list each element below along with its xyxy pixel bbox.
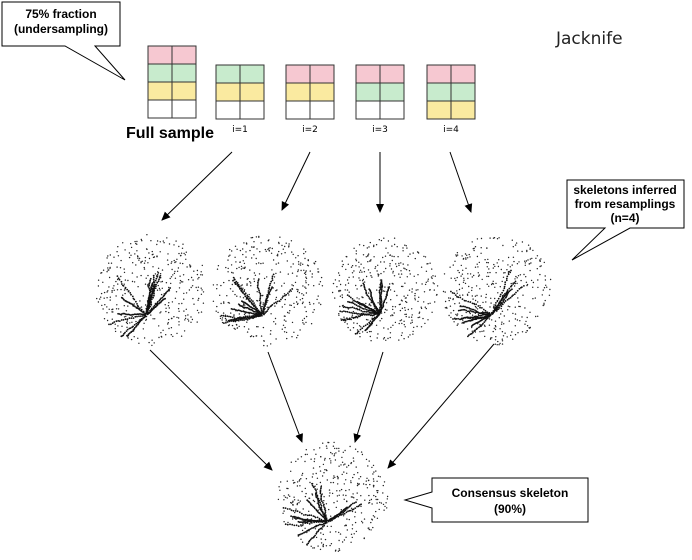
table-cell bbox=[426, 64, 452, 84]
table-cell bbox=[285, 82, 311, 102]
arrow-s4 bbox=[387, 343, 495, 469]
resample-table-4 bbox=[426, 64, 476, 120]
fraction-callout-line1: 75% fraction bbox=[25, 7, 96, 21]
table-cell bbox=[147, 81, 173, 101]
arrows-to-skeletons bbox=[161, 151, 473, 221]
arrow-s3 bbox=[353, 351, 384, 443]
table-cell bbox=[147, 63, 173, 83]
table-cell bbox=[355, 64, 381, 84]
resample-table-2 bbox=[285, 64, 335, 120]
skeletons-callout-line2: from resamplings bbox=[575, 197, 676, 211]
table-cell bbox=[285, 100, 311, 120]
table-cell bbox=[309, 100, 335, 120]
table-cell bbox=[309, 64, 335, 84]
table-cell bbox=[171, 45, 197, 65]
resample-table-3 bbox=[355, 64, 405, 120]
consensus-callout-line2: (90%) bbox=[494, 502, 526, 516]
table-cell bbox=[215, 82, 241, 102]
table-cell bbox=[171, 63, 197, 83]
full-sample-table bbox=[147, 45, 197, 119]
fraction-callout: 75% fraction (undersampling) bbox=[1, 1, 126, 81]
table-cell bbox=[355, 100, 381, 120]
fraction-callout-line2: (undersampling) bbox=[14, 22, 108, 36]
table-cell bbox=[355, 82, 381, 102]
table-cell bbox=[379, 64, 405, 84]
skeletons-callout-line3: (n=4) bbox=[610, 211, 639, 225]
table-cell bbox=[426, 100, 452, 120]
table-cell bbox=[171, 99, 197, 119]
arrow-i4 bbox=[449, 151, 473, 213]
resample-label-2: i=2 bbox=[302, 125, 318, 135]
table-cell bbox=[309, 82, 335, 102]
table-cell bbox=[239, 64, 265, 84]
table-cell bbox=[450, 82, 476, 102]
arrow-s2 bbox=[267, 351, 303, 443]
arrow-i1 bbox=[161, 151, 233, 221]
table-cell bbox=[379, 100, 405, 120]
resample-table-1 bbox=[215, 64, 265, 120]
table-cell bbox=[147, 45, 173, 65]
skeleton-graph-2 bbox=[212, 235, 324, 347]
diagram-title: Jacknife bbox=[555, 29, 623, 49]
table-cell bbox=[239, 100, 265, 120]
table-cell bbox=[239, 82, 265, 102]
consensus-callout-line1: Consensus skeleton bbox=[452, 486, 569, 500]
arrow-s1 bbox=[149, 349, 273, 471]
table-cell bbox=[171, 81, 197, 101]
skeletons-callout: skeletons inferred from resamplings (n=4… bbox=[566, 179, 685, 261]
consensus-callout: Consensus skeleton (90%) bbox=[403, 477, 589, 523]
resample-label-1: i=1 bbox=[232, 125, 248, 135]
table-cell bbox=[450, 100, 476, 120]
skeleton-graph-3 bbox=[331, 237, 439, 342]
arrows-to-consensus bbox=[149, 343, 495, 471]
full-sample-label: Full sample bbox=[126, 125, 214, 142]
resample-label-4: i=4 bbox=[443, 125, 459, 135]
arrow-i2 bbox=[281, 151, 311, 211]
table-cell bbox=[215, 100, 241, 120]
skeleton-graph-4 bbox=[442, 237, 552, 346]
table-cell bbox=[450, 64, 476, 84]
table-cell bbox=[426, 82, 452, 102]
table-cell bbox=[147, 99, 173, 119]
resample-label-3: i=3 bbox=[372, 125, 388, 135]
consensus-skeleton-graph bbox=[277, 441, 389, 552]
skeletons-callout-line1: skeletons inferred bbox=[573, 183, 676, 197]
table-cell bbox=[285, 64, 311, 84]
skeleton-graph-1 bbox=[96, 234, 205, 347]
table-cell bbox=[379, 82, 405, 102]
table-cell bbox=[215, 64, 241, 84]
